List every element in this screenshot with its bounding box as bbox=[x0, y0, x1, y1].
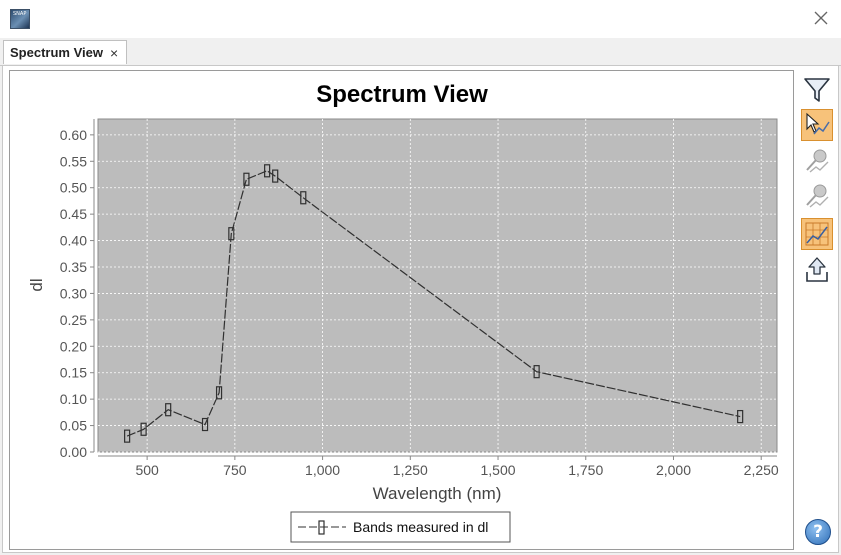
spectrum-chart[interactable]: Spectrum View 0.000.050.100.150.200.250.… bbox=[10, 71, 793, 549]
app-icon-text: SNAP bbox=[13, 11, 27, 17]
data-point-marker bbox=[140, 422, 147, 436]
y-axis-label: dl bbox=[27, 278, 46, 291]
help-icon[interactable]: ? bbox=[805, 519, 831, 545]
close-icon[interactable] bbox=[813, 10, 829, 26]
grid-lines bbox=[98, 119, 777, 453]
x-axis-label: Wavelength (nm) bbox=[373, 484, 502, 503]
data-point-marker bbox=[215, 386, 223, 400]
x-tick-label: 750 bbox=[223, 462, 247, 478]
x-tick-label: 2,000 bbox=[656, 462, 691, 478]
x-tick-label: 500 bbox=[135, 462, 159, 478]
grid-chart-button[interactable] bbox=[801, 218, 833, 250]
axes bbox=[93, 119, 777, 457]
y-ticks: 0.00 0.05 0.10 0.15 0.20 0.25 0.30 0.35 0.40 0.45… bbox=[60, 127, 94, 460]
data-point-marker bbox=[201, 417, 209, 432]
data-point-marker bbox=[737, 409, 744, 424]
y-tick-label: 0.00 bbox=[60, 444, 87, 460]
y-tick-label: 0.20 bbox=[60, 338, 87, 354]
x-tick-label: 2,250 bbox=[744, 462, 779, 478]
x-tick-label: 1,500 bbox=[481, 462, 516, 478]
y-tick-label: 0.55 bbox=[60, 153, 87, 169]
y-tick-label: 0.30 bbox=[60, 285, 87, 301]
y-tick-label: 0.25 bbox=[60, 312, 87, 328]
data-point-marker bbox=[533, 365, 540, 379]
y-tick-label: 0.10 bbox=[60, 391, 87, 407]
window-titlebar: SNAP bbox=[0, 0, 841, 38]
remove-pin-icon[interactable] bbox=[801, 145, 833, 177]
x-tick-label: 1,250 bbox=[393, 462, 428, 478]
grid-chart-icon bbox=[805, 222, 829, 246]
cursor-spectrum-icon bbox=[806, 112, 830, 135]
data-point-marker bbox=[228, 227, 235, 241]
y-tick-label: 0.40 bbox=[60, 233, 87, 249]
series-line bbox=[126, 170, 741, 437]
tab-label: Spectrum View bbox=[10, 45, 103, 60]
data-point-marker bbox=[243, 172, 250, 186]
y-tick-label: 0.45 bbox=[60, 206, 87, 222]
data-point-marker bbox=[124, 429, 131, 443]
chart-title: Spectrum View bbox=[316, 81, 488, 108]
data-point-marker bbox=[165, 403, 172, 417]
y-tick-label: 0.50 bbox=[60, 180, 87, 196]
data-point-marker bbox=[300, 191, 307, 205]
tab-bar: Spectrum View × bbox=[0, 38, 841, 66]
data-point-marker bbox=[264, 164, 271, 178]
series-layer bbox=[124, 164, 744, 443]
y-tick-label: 0.35 bbox=[60, 259, 87, 275]
y-tick-label: 0.05 bbox=[60, 418, 87, 434]
y-tick-label: 0.60 bbox=[60, 127, 87, 143]
x-tick-label: 1,000 bbox=[305, 462, 340, 478]
plot-area bbox=[97, 118, 778, 453]
filter-icon[interactable] bbox=[801, 74, 833, 106]
chart-panel: Spectrum View 0.00 0.05 0.10 0.15 0.20 0.25 0.… bbox=[9, 70, 794, 550]
pin-spectrum-icon[interactable] bbox=[801, 180, 833, 212]
snap-app-icon: SNAP bbox=[10, 9, 30, 29]
y-tick-label: 0.15 bbox=[60, 365, 87, 381]
x-ticks: 500 750 1,000 1,250 1,500 1,750 2,000 2,250 bbox=[135, 456, 779, 478]
legend-marker bbox=[318, 520, 325, 535]
legend: Bands measured in dl bbox=[290, 511, 511, 543]
cursor-spectrum-button[interactable] bbox=[801, 109, 833, 141]
tab-spectrum-view[interactable]: Spectrum View × bbox=[3, 40, 128, 64]
x-tick-label: 1,750 bbox=[568, 462, 603, 478]
legend-label: Bands measured in dl bbox=[353, 519, 488, 535]
tab-close-icon[interactable]: × bbox=[109, 44, 119, 61]
export-icon[interactable] bbox=[801, 254, 833, 286]
chart-toolbar bbox=[800, 72, 836, 550]
data-point-marker bbox=[272, 169, 279, 183]
